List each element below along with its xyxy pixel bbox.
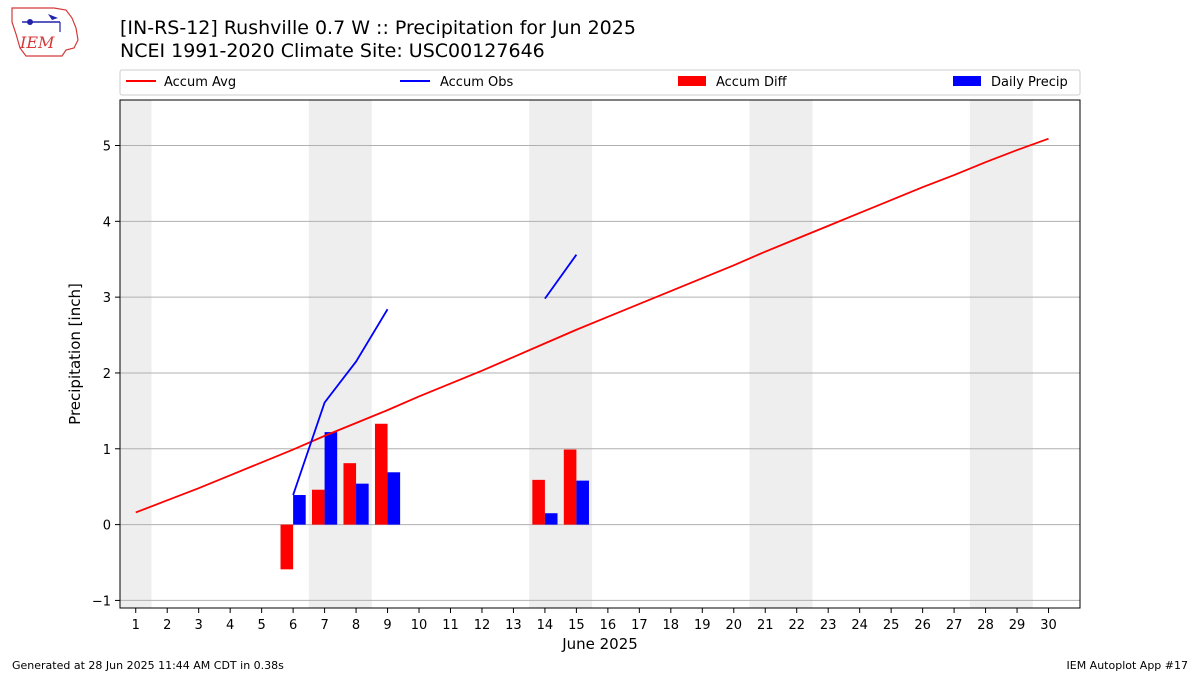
x-tick-label: 22 [788, 618, 805, 633]
bar-daily-precip [324, 432, 338, 525]
x-axis-label: June 2025 [561, 635, 638, 653]
weekend-shading [120, 100, 1033, 608]
x-tick-label: 30 [1040, 618, 1057, 633]
bar-accum-diff [312, 489, 325, 525]
x-tick-label: 3 [195, 618, 203, 633]
x-tick-label: 13 [505, 618, 522, 633]
bar-accum-diff [532, 479, 545, 525]
y-tick-label: 4 [103, 215, 111, 230]
x-axis: 1 2 3 4 5 6 7 8 9 10 11 12 13 14 15 16 17 18 19 20 21 22 23 24 2… [132, 608, 1057, 633]
weekend-band [308, 100, 372, 608]
legend: Accum Avg Accum Obs Accum Diff Daily Pre… [119, 69, 1081, 96]
weekend-band [969, 100, 1033, 608]
x-tick-label: 10 [411, 618, 428, 633]
bar-accum-diff [280, 524, 294, 570]
logo-text: IEM [19, 33, 55, 52]
legend-accum-diff-swatch [678, 76, 706, 86]
x-tick-label: 8 [352, 618, 360, 633]
y-tick-label: 0 [103, 519, 111, 534]
x-tick-label: 21 [757, 618, 774, 633]
line-accum-obs [292, 308, 389, 496]
bar-daily-precip [356, 483, 369, 525]
bar-series [280, 423, 589, 570]
gridlines [120, 144, 1080, 601]
line-accum-obs [544, 254, 578, 300]
x-tick-label: 17 [631, 618, 648, 633]
x-tick-label: 9 [383, 618, 391, 633]
weekend-band [749, 100, 813, 608]
x-tick-label: 26 [914, 618, 931, 633]
x-tick-label: 20 [725, 618, 742, 633]
bar-accum-diff [563, 449, 577, 525]
legend-accum-avg-label: Accum Avg [164, 75, 236, 90]
bar-daily-precip [293, 495, 306, 525]
x-tick-label: 18 [663, 618, 680, 633]
weekend-band [529, 100, 593, 608]
x-tick-label: 28 [977, 618, 994, 633]
bar-daily-precip [576, 480, 589, 525]
x-tick-label: 19 [694, 618, 711, 633]
x-tick-label: 2 [163, 618, 171, 633]
bar-accum-diff [343, 463, 357, 525]
x-tick-label: 23 [820, 618, 837, 633]
footer-generated: Generated at 28 Jun 2025 11:44 AM CDT in… [12, 659, 284, 672]
bar-daily-precip [387, 472, 401, 525]
plot-frame [119, 99, 1081, 609]
bar-daily-precip [544, 513, 558, 525]
y-axis: −1 0 1 2 3 4 5 [92, 139, 120, 609]
x-tick-label: 4 [226, 618, 234, 633]
x-tick-label: 5 [257, 618, 265, 633]
legend-daily-precip-label: Daily Precip [991, 75, 1068, 90]
y-tick-label: 5 [103, 139, 111, 154]
x-tick-label: 27 [946, 618, 963, 633]
bar-accum-diff [374, 423, 388, 525]
x-tick-label: 12 [474, 618, 491, 633]
y-tick-label: 1 [103, 443, 111, 458]
y-tick-label: −1 [92, 594, 111, 609]
x-tick-label: 7 [320, 618, 328, 633]
legend-accum-obs-label: Accum Obs [440, 75, 513, 90]
y-tick-label: 3 [103, 291, 111, 306]
iem-logo: IEM [11, 7, 79, 57]
chart-title: [IN-RS-12] Rushville 0.7 W :: Precipitat… [120, 17, 636, 39]
legend-frame [119, 69, 1081, 96]
x-tick-label: 16 [600, 618, 617, 633]
footer-app: IEM Autoplot App #17 [1066, 659, 1189, 672]
x-tick-label: 14 [537, 618, 554, 633]
x-tick-label: 15 [568, 618, 585, 633]
y-axis-label: Precipitation [inch] [66, 283, 84, 425]
x-tick-label: 24 [851, 618, 868, 633]
weekend-band [120, 100, 152, 608]
line-accum-avg [135, 137, 1049, 514]
legend-accum-diff-label: Accum Diff [716, 75, 788, 90]
x-tick-label: 1 [132, 618, 140, 633]
chart-subtitle: NCEI 1991-2020 Climate Site: USC00127646 [120, 40, 545, 62]
line-series [135, 137, 1049, 514]
x-tick-label: 11 [442, 618, 459, 633]
x-tick-label: 25 [883, 618, 900, 633]
x-tick-label: 29 [1009, 618, 1026, 633]
legend-daily-precip-swatch [953, 76, 981, 86]
y-tick-label: 2 [103, 367, 111, 382]
x-tick-label: 6 [289, 618, 297, 633]
